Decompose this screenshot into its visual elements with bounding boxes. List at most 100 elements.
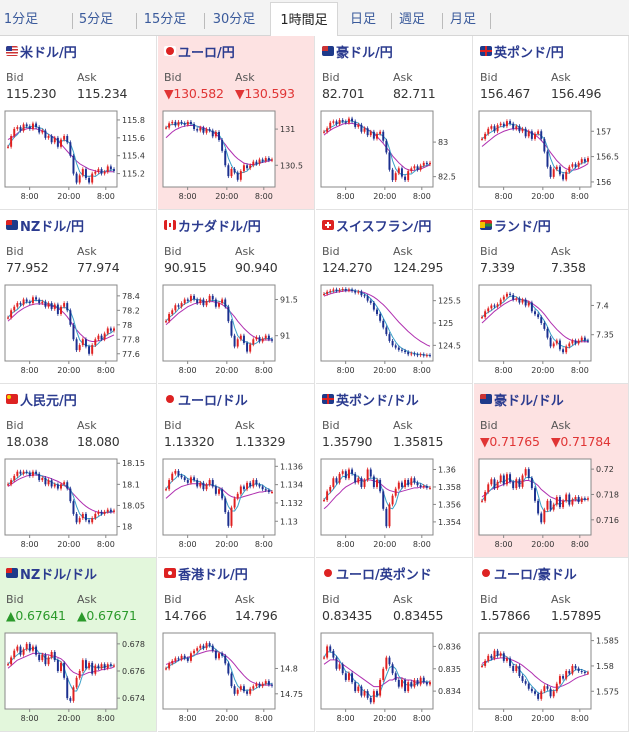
tab-5[interactable]: 日足 — [349, 12, 376, 27]
pair-name[interactable]: 豪ドル/円 — [336, 45, 393, 61]
rate-card[interactable]: 豪ドル/ドル Bid Ask ▼0.71765 ▼0.71784 0.72 0.718 0.7… — [474, 384, 629, 558]
tab-0[interactable]: 1分足 — [3, 12, 39, 27]
rate-card[interactable]: スイスフラン/円 Bid Ask 124.270 124.295 125.5 125 124.… — [316, 210, 473, 384]
price-chart[interactable]: 0.72 0.718 0.716 8:00 20:00 8:00 — [477, 456, 629, 552]
rate-card[interactable]: 人民元/円 Bid Ask 18.038 18.080 18.15 18.1 18.05 18 8… — [0, 384, 157, 558]
pair-name[interactable]: NZドル/ドル — [20, 567, 98, 583]
rate-card[interactable]: 米ドル/円 Bid Ask 115.230 115.234 115.8 115.6 115.4… — [0, 36, 157, 210]
pair-name[interactable]: スイスフラン/円 — [336, 219, 432, 235]
pair-title[interactable]: カナダドル/円 — [164, 217, 261, 235]
y-tick-label: 0.836 — [438, 642, 461, 651]
pair-name[interactable]: 香港ドル/円 — [178, 567, 248, 583]
pair-title[interactable]: 米ドル/円 — [6, 43, 77, 61]
pair-name[interactable]: ユーロ/豪ドル — [494, 567, 577, 583]
pair-name[interactable]: ユーロ/円 — [178, 45, 235, 61]
pair-name[interactable]: カナダドル/円 — [178, 219, 261, 235]
candle — [38, 652, 41, 663]
candle — [218, 301, 220, 309]
candle — [416, 352, 419, 358]
price-chart[interactable]: 1.585 1.58 1.575 8:00 20:00 8:00 — [477, 630, 629, 726]
candle — [487, 653, 490, 663]
pair-title[interactable]: ユーロ/豪ドル — [480, 565, 577, 583]
price-chart[interactable]: 78.4 78.2 78 77.8 77.6 8:00 20:00 8:00 — [3, 282, 155, 378]
candle — [580, 669, 583, 674]
tab-4[interactable]: 1時間足 — [270, 2, 338, 39]
candle — [252, 684, 255, 691]
rate-card[interactable]: NZドル/円 Bid Ask 77.952 77.974 78.4 78.2 78 77.8 77… — [0, 210, 157, 384]
pair-name[interactable]: 英ポンド/ドル — [336, 393, 419, 409]
pair-title[interactable]: スイスフラン/円 — [322, 217, 432, 235]
candle — [78, 669, 81, 680]
rate-card[interactable]: ユーロ/豪ドル Bid Ask 1.57866 1.57895 1.585 1.58 1.57… — [474, 558, 629, 732]
rate-card[interactable]: ユーロ/円 Bid Ask ▼130.582 ▼130.593 131 130.5 8:00 2… — [158, 36, 315, 210]
candle — [202, 643, 205, 651]
price-chart[interactable]: 0.678 0.676 0.674 8:00 20:00 8:00 — [3, 630, 155, 726]
pair-title[interactable]: NZドル/円 — [6, 217, 85, 235]
rate-card[interactable]: NZドル/ドル Bid Ask ▲0.67641 ▲0.67671 0.678 0.676 0… — [0, 558, 157, 732]
ask-label: Ask — [393, 593, 413, 606]
price-chart[interactable]: 7.4 7.35 8:00 20:00 8:00 — [477, 282, 629, 378]
candle — [524, 467, 527, 478]
candle — [587, 338, 589, 344]
tab-6[interactable]: 週足 — [398, 12, 425, 27]
rate-card[interactable]: ユーロ/英ポンド Bid Ask 0.83435 0.83455 0.836 0.835 0.… — [316, 558, 473, 732]
candle — [7, 662, 9, 667]
price-chart[interactable]: 125.5 125 124.5 8:00 20:00 8:00 — [319, 282, 471, 378]
tab-1[interactable]: 5分足 — [78, 12, 114, 27]
rate-card[interactable]: 英ポンド/円 Bid Ask 156.467 156.496 157 156.5 156 8:0… — [474, 36, 629, 210]
pair-title[interactable]: 英ポンド/ドル — [322, 391, 419, 409]
candle — [574, 162, 577, 169]
ask-label: Ask — [551, 419, 571, 432]
price-chart[interactable]: 1.136 1.134 1.132 1.13 8:00 20:00 8:00 — [161, 456, 313, 552]
pair-title[interactable]: 英ポンド/円 — [480, 43, 564, 61]
candle — [363, 478, 366, 489]
pair-title[interactable]: 豪ドル/ドル — [480, 391, 564, 409]
pair-title[interactable]: ユーロ/英ポンド — [322, 565, 432, 583]
price-chart[interactable]: 91.5 91 8:00 20:00 8:00 — [161, 282, 313, 378]
pair-title[interactable]: 香港ドル/円 — [164, 565, 248, 583]
rate-card[interactable]: カナダドル/円 Bid Ask 90.915 90.940 91.5 91 8:00 20:00… — [158, 210, 315, 384]
rate-card[interactable]: ユーロ/ドル Bid Ask 1.13320 1.13329 1.136 1.134 1.13… — [158, 384, 315, 558]
tab-3[interactable]: 30分足 — [212, 12, 256, 27]
ask-value: 0.83455 — [393, 608, 444, 623]
pair-name[interactable]: ランド/円 — [494, 219, 551, 235]
pair-name[interactable]: NZドル/円 — [20, 219, 85, 235]
pair-name[interactable]: 人民元/円 — [20, 393, 77, 409]
pair-title[interactable]: 豪ドル/円 — [322, 43, 393, 61]
price-chart[interactable]: 157 156.5 156 8:00 20:00 8:00 — [477, 108, 629, 204]
pair-name[interactable]: 豪ドル/ドル — [494, 393, 564, 409]
price-chart[interactable]: 14.8 14.75 8:00 20:00 8:00 — [161, 630, 313, 726]
tab-separator — [391, 13, 392, 29]
pair-name[interactable]: ユーロ/英ポンド — [336, 567, 432, 583]
price-chart[interactable]: 115.8 115.6 115.4 115.2 8:00 20:00 8:00 — [3, 108, 155, 204]
candle — [75, 337, 78, 353]
rate-card[interactable]: 英ポンド/ドル Bid Ask 1.35790 1.35815 1.36 1.358 1.35… — [316, 384, 473, 558]
y-tick-label: 1.58 — [596, 662, 614, 671]
x-tick-label: 20:00 — [57, 714, 80, 723]
price-chart[interactable]: 1.36 1.358 1.356 1.354 8:00 20:00 8:00 — [319, 456, 471, 552]
price-chart[interactable]: 18.15 18.1 18.05 18 8:00 20:00 8:00 — [3, 456, 155, 552]
tab-7[interactable]: 月足 — [449, 12, 476, 27]
rate-card[interactable]: 豪ドル/円 Bid Ask 82.701 82.711 83 82.5 8:00 20:00 8:… — [316, 36, 473, 210]
pair-name[interactable]: ユーロ/ドル — [178, 393, 248, 409]
y-tick-label: 115.4 — [122, 152, 145, 161]
pair-title[interactable]: NZドル/ドル — [6, 565, 98, 583]
candle — [493, 124, 496, 134]
candle — [509, 656, 512, 668]
pair-name[interactable]: 米ドル/円 — [20, 45, 77, 61]
pair-name[interactable]: 英ポンド/円 — [494, 45, 564, 61]
candle — [60, 137, 62, 149]
price-chart[interactable]: 131 130.5 8:00 20:00 8:00 — [161, 108, 313, 204]
candle — [326, 126, 329, 134]
rate-card[interactable]: ランド/円 Bid Ask 7.339 7.358 7.4 7.35 8:00 20:00 8:0… — [474, 210, 629, 384]
price-chart[interactable]: 83 82.5 8:00 20:00 8:00 — [319, 108, 471, 204]
tab-2[interactable]: 15分足 — [143, 12, 187, 27]
pair-title[interactable]: ユーロ/円 — [164, 43, 235, 61]
price-chart[interactable]: 0.836 0.835 0.834 8:00 20:00 8:00 — [319, 630, 471, 726]
candle — [63, 660, 66, 680]
pair-title[interactable]: ランド/円 — [480, 217, 551, 235]
tab-separator — [136, 13, 137, 29]
pair-title[interactable]: ユーロ/ドル — [164, 391, 248, 409]
rate-card[interactable]: 香港ドル/円 Bid Ask 14.766 14.796 14.8 14.75 8:00 20:… — [158, 558, 315, 732]
pair-title[interactable]: 人民元/円 — [6, 391, 77, 409]
